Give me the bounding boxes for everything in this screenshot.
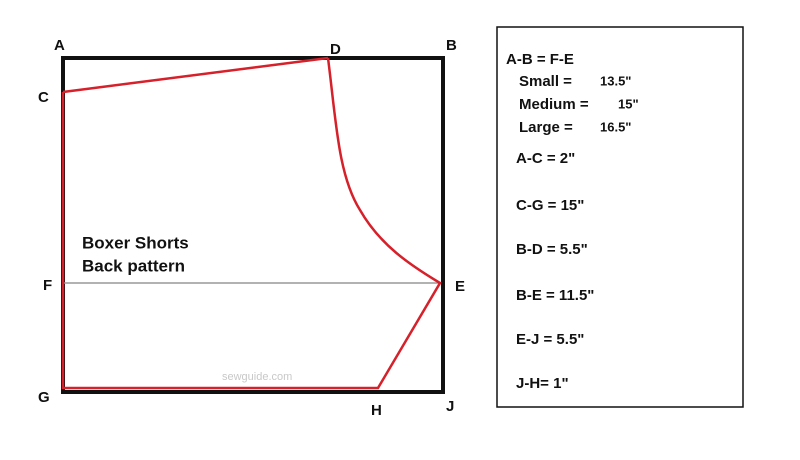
- point-label: H: [371, 402, 382, 419]
- size-label: Small =: [519, 73, 572, 90]
- point-label: J: [446, 398, 454, 415]
- size-label: Medium =: [519, 96, 589, 113]
- point-label: G: [38, 389, 50, 406]
- point-label: B: [446, 37, 457, 54]
- measurement: B-E = 11.5": [516, 287, 594, 304]
- pattern-title: Boxer Shorts: [82, 233, 189, 252]
- measurement: C-G = 15": [516, 197, 584, 214]
- point-label: A: [54, 37, 65, 54]
- point-label: F: [43, 277, 52, 294]
- measurement: J-H= 1": [516, 375, 569, 392]
- size-value: 13.5": [600, 73, 631, 88]
- legend-heading: A-B = F-E: [506, 51, 574, 68]
- size-value: 15": [618, 96, 639, 111]
- size-value: 16.5": [600, 119, 631, 134]
- measurement: A-C = 2": [516, 150, 575, 167]
- measurement: E-J = 5.5": [516, 331, 584, 348]
- outer-square: [61, 56, 445, 394]
- point-label: C: [38, 89, 49, 106]
- point-label: E: [455, 278, 465, 295]
- pattern-title: Back pattern: [82, 256, 185, 275]
- measurement: B-D = 5.5": [516, 241, 588, 258]
- legend-box: [496, 26, 744, 408]
- watermark: sewguide.com: [222, 371, 292, 383]
- pattern-outline: [61, 56, 442, 390]
- size-label: Large =: [519, 119, 573, 136]
- point-label: D: [330, 41, 341, 58]
